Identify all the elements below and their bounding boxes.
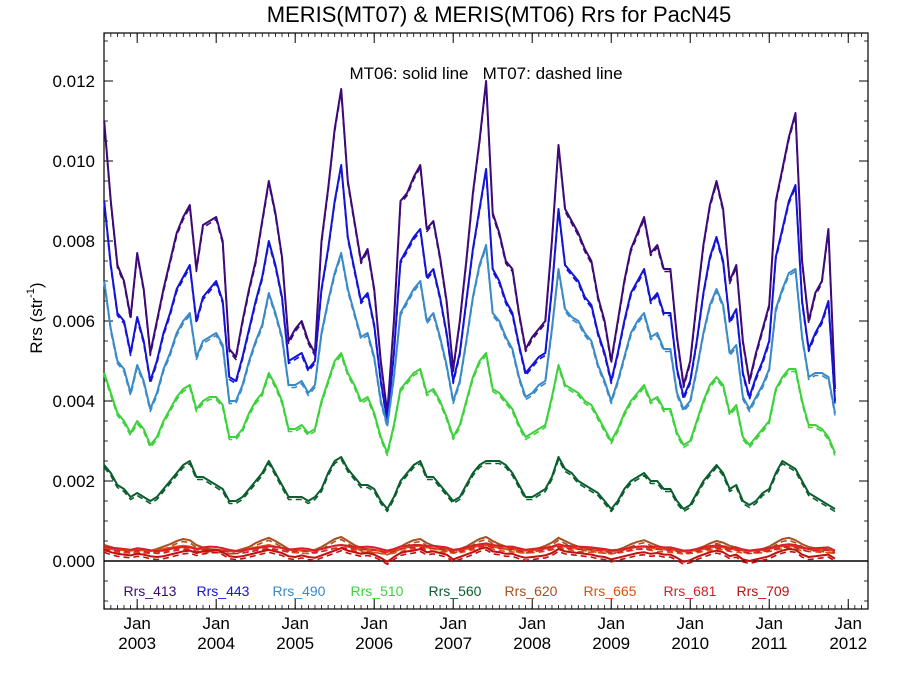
chart-title: MERIS(MT07) & MERIS(MT06) Rrs for PacN45	[267, 2, 732, 27]
series-dashed-rrs-681	[104, 545, 836, 555]
series-line-rrs-510	[103, 352, 836, 454]
y-axis-label-text: Rrs (str	[27, 298, 46, 354]
x-tick-year: 2004	[197, 634, 235, 653]
legend-entry-rrs-443: Rrs_443	[197, 583, 250, 599]
y-axis-label-close: )	[27, 282, 46, 288]
legend-entry-rrs-709: Rrs_709	[737, 583, 790, 599]
x-tick-year: 2006	[355, 634, 393, 653]
series-dashed-rrs-443	[103, 166, 836, 425]
x-tick-month: Jan	[440, 614, 467, 633]
plot-area: 0.0000.0020.0040.0060.0080.0100.012Jan20…	[52, 32, 869, 653]
y-tick-label: 0.000	[52, 552, 95, 571]
series-dashed-rrs-413	[103, 82, 836, 417]
x-tick-year: 2010	[671, 634, 709, 653]
x-tick-year: 2005	[276, 634, 314, 653]
y-tick-label: 0.004	[52, 392, 95, 411]
series-dashed-rrs-490	[103, 246, 836, 429]
series-dashed-rrs-510	[103, 354, 836, 457]
legend-entry-rrs-665: Rrs_665	[584, 583, 637, 599]
y-tick-label: 0.002	[52, 472, 95, 491]
series-line-rrs-413	[103, 80, 836, 414]
plot-frame	[103, 32, 869, 610]
x-tick-year: 2009	[592, 634, 630, 653]
x-tick-month: Jan	[677, 614, 704, 633]
series-line-rrs-681	[104, 542, 836, 552]
x-tick-month: Jan	[202, 614, 229, 633]
legend-entry-rrs-413: Rrs_413	[124, 583, 177, 599]
x-tick-month: Jan	[281, 614, 308, 633]
legend-entry-rrs-560: Rrs_560	[429, 583, 482, 599]
x-tick-year: 2012	[829, 634, 867, 653]
series-line-rrs-560	[103, 456, 836, 510]
x-tick-month: Jan	[360, 614, 387, 633]
line-style-annotation: MT06: solid line MT07: dashed line	[349, 64, 622, 83]
x-tick-month: Jan	[835, 614, 862, 633]
legend-entry-rrs-510: Rrs_510	[351, 583, 404, 599]
x-tick-month: Jan	[598, 614, 625, 633]
y-tick-label: 0.006	[52, 312, 95, 331]
y-axis-label-superscript: -1	[25, 288, 37, 298]
y-tick-label: 0.010	[52, 152, 95, 171]
x-tick-year: 2011	[751, 634, 788, 653]
legend-entry-rrs-681: Rrs_681	[664, 583, 717, 599]
legend-entry-rrs-620: Rrs_620	[505, 583, 558, 599]
x-tick-month: Jan	[756, 614, 783, 633]
y-axis-label: Rrs (str-1)	[25, 282, 46, 353]
series-dashed-rrs-709	[103, 549, 836, 566]
x-tick-year: 2008	[513, 634, 551, 653]
x-tick-year: 2007	[434, 634, 472, 653]
legend-entry-rrs-490: Rrs_490	[273, 583, 326, 599]
x-tick-month: Jan	[519, 614, 546, 633]
x-tick-month: Jan	[123, 614, 150, 633]
y-tick-label: 0.012	[52, 72, 95, 91]
series-line-rrs-443	[103, 164, 836, 422]
series-dashed-rrs-560	[103, 458, 836, 513]
y-tick-label: 0.008	[52, 232, 95, 251]
series-line-rrs-709	[103, 546, 836, 563]
x-tick-year: 2003	[118, 634, 156, 653]
